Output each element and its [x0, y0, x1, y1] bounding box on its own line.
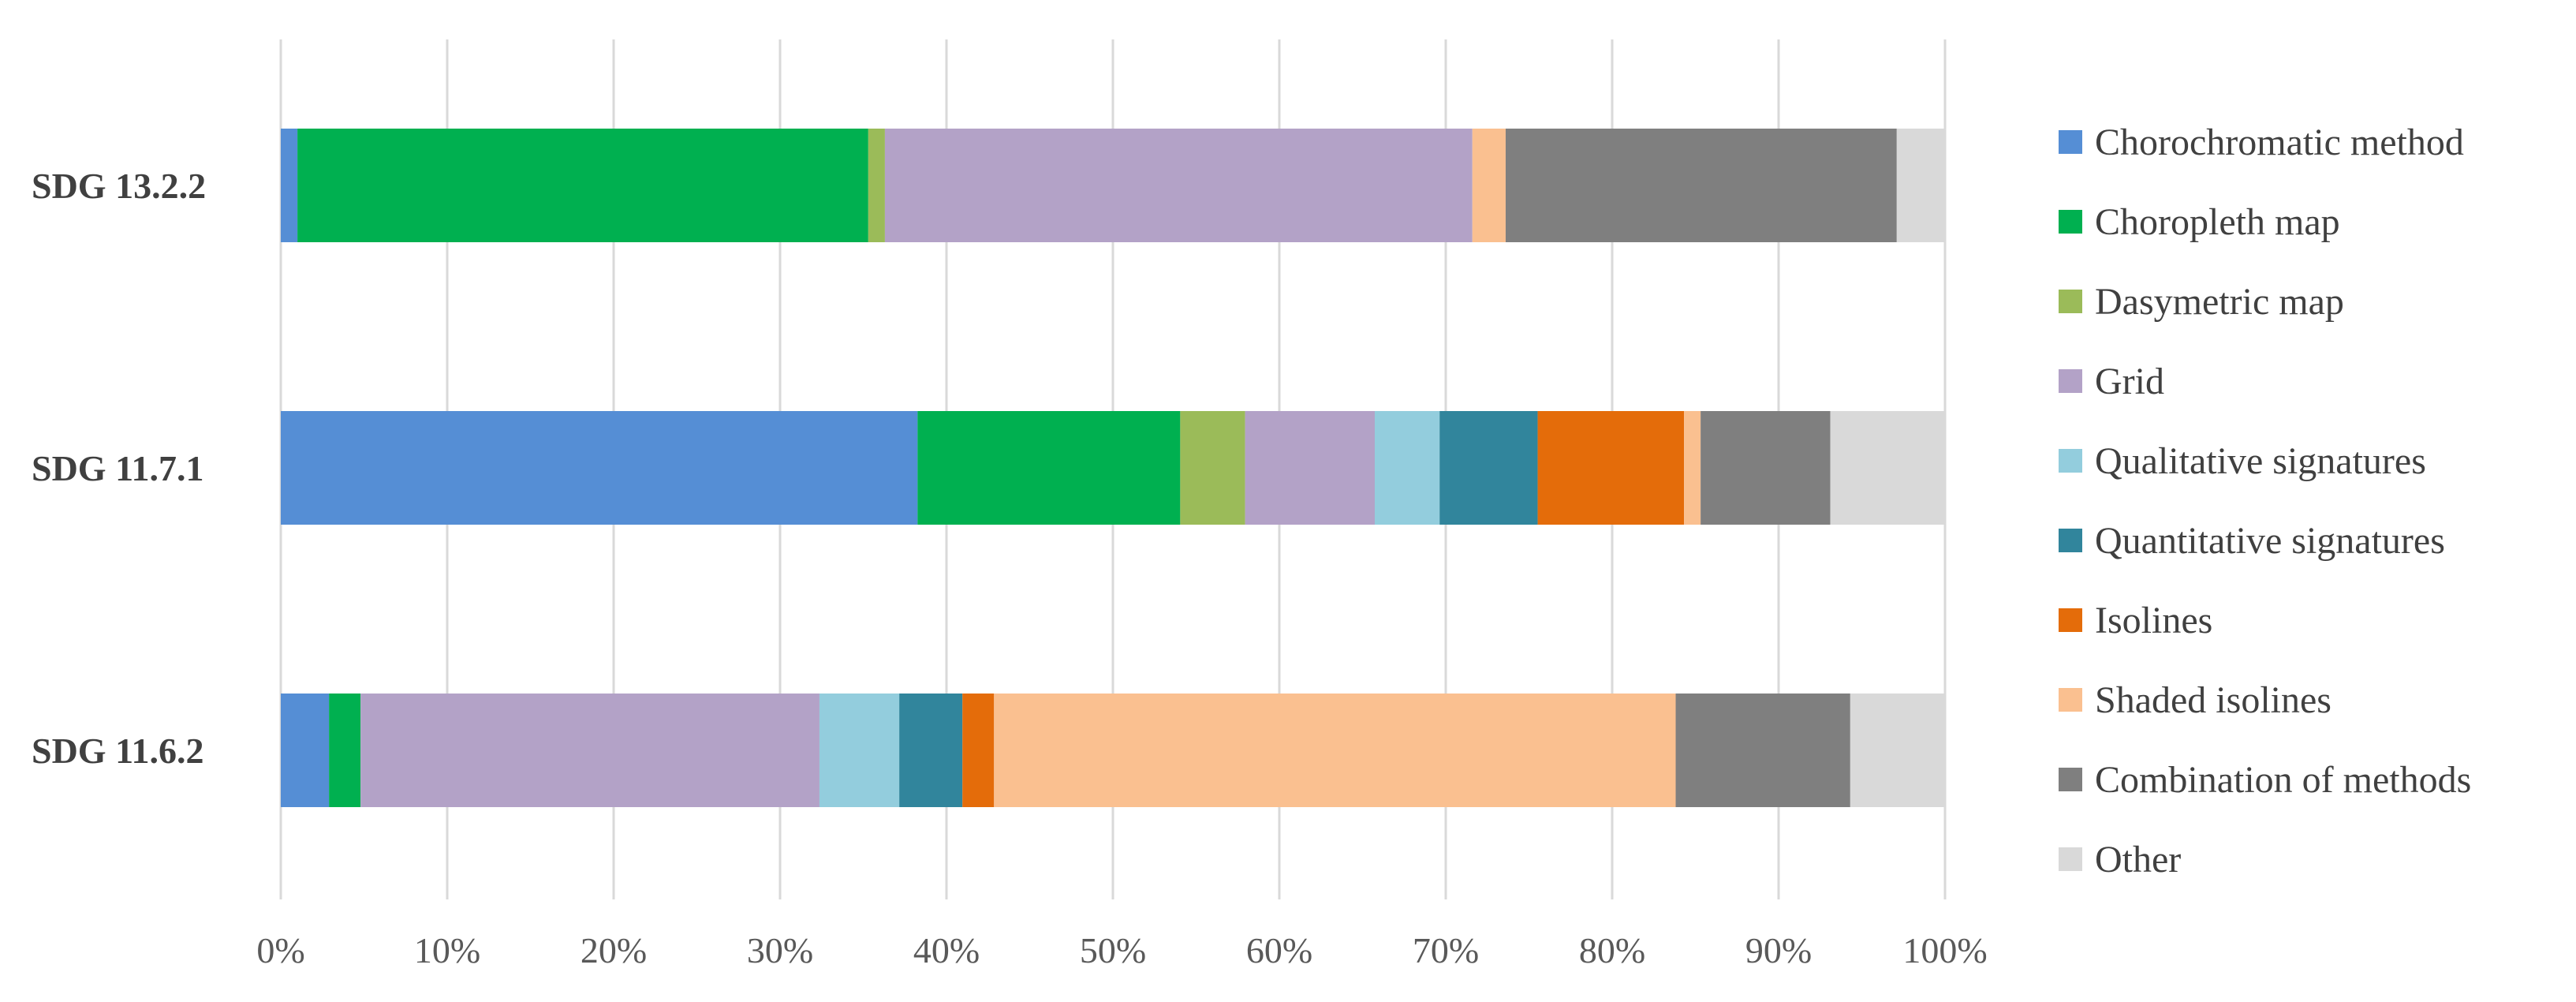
legend-swatch	[2059, 688, 2082, 712]
legend-swatch	[2059, 449, 2082, 473]
category-label: SDG 11.7.1	[32, 448, 204, 488]
x-tick-label: 0%	[256, 930, 304, 970]
bar-segment	[1896, 129, 1945, 242]
x-tick-label: 50%	[1080, 930, 1146, 970]
bar-segment	[1472, 129, 1506, 242]
legend-swatch	[2059, 210, 2082, 234]
bar-segment	[1439, 411, 1538, 525]
bar-segment	[1684, 411, 1701, 525]
bar-segment	[1830, 411, 1945, 525]
legend: Chorochromatic method Choropleth map Dasym…	[2059, 122, 2471, 880]
legend-swatch	[2059, 608, 2082, 632]
bar-segment	[1701, 411, 1831, 525]
bar-segment	[1374, 411, 1440, 525]
x-tick-label: 60%	[1246, 930, 1312, 970]
category-label: SDG 11.6.2	[32, 731, 204, 771]
x-tick-label: 30%	[747, 930, 813, 970]
bar-segment	[1180, 411, 1245, 525]
legend-swatch	[2059, 369, 2082, 393]
legend-swatch	[2059, 768, 2082, 791]
bar-segment	[1850, 694, 1945, 807]
x-tick-label: 80%	[1579, 930, 1645, 970]
bar-segment	[329, 694, 361, 807]
bar-segment	[360, 694, 819, 807]
legend-swatch	[2059, 847, 2082, 871]
bar-segment	[1537, 411, 1685, 525]
legend-label: Shaded isolines	[2095, 679, 2331, 721]
bar-segment	[1245, 411, 1375, 525]
legend-label: Choropleth map	[2095, 201, 2340, 243]
x-tick-label: 40%	[913, 930, 980, 970]
x-tick-label: 90%	[1745, 930, 1812, 970]
bar-segment	[281, 694, 330, 807]
bar-segment	[281, 411, 918, 525]
legend-label: Qualitative signatures	[2095, 440, 2426, 482]
bar-segment	[899, 694, 963, 807]
bar-segments	[281, 129, 1945, 807]
bar-segment	[297, 129, 868, 242]
bar-segment	[1505, 129, 1897, 242]
category-labels: SDG 13.2.2 SDG 11.7.1 SDG 11.6.2	[32, 166, 206, 771]
x-tick-label: 70%	[1413, 930, 1479, 970]
legend-swatch	[2059, 130, 2082, 154]
x-axis-tick-labels: 0% 10% 20% 30% 40% 50% 60% 70% 80% 90% 100%	[256, 930, 1987, 970]
legend-label: Chorochromatic method	[2095, 122, 2464, 163]
legend-label: Other	[2095, 839, 2181, 880]
legend-label: Quantitative signatures	[2095, 520, 2445, 562]
x-tick-label: 10%	[414, 930, 480, 970]
category-label: SDG 13.2.2	[32, 166, 206, 206]
bar-segment	[994, 694, 1676, 807]
x-tick-label: 100%	[1902, 930, 1987, 970]
bar-segment	[962, 694, 995, 807]
legend-swatch	[2059, 290, 2082, 313]
legend-label: Isolines	[2095, 600, 2212, 641]
bar-segment	[281, 129, 298, 242]
legend-label: Grid	[2095, 361, 2164, 402]
bar-segment	[819, 694, 900, 807]
bar-segment	[1675, 694, 1850, 807]
legend-label: Combination of methods	[2095, 759, 2471, 801]
bar-segment	[917, 411, 1181, 525]
bar-segment	[884, 129, 1473, 242]
bar-segment	[868, 129, 885, 242]
x-tick-label: 20%	[581, 930, 647, 970]
legend-swatch	[2059, 529, 2082, 552]
legend-label: Dasymetric map	[2095, 281, 2344, 323]
